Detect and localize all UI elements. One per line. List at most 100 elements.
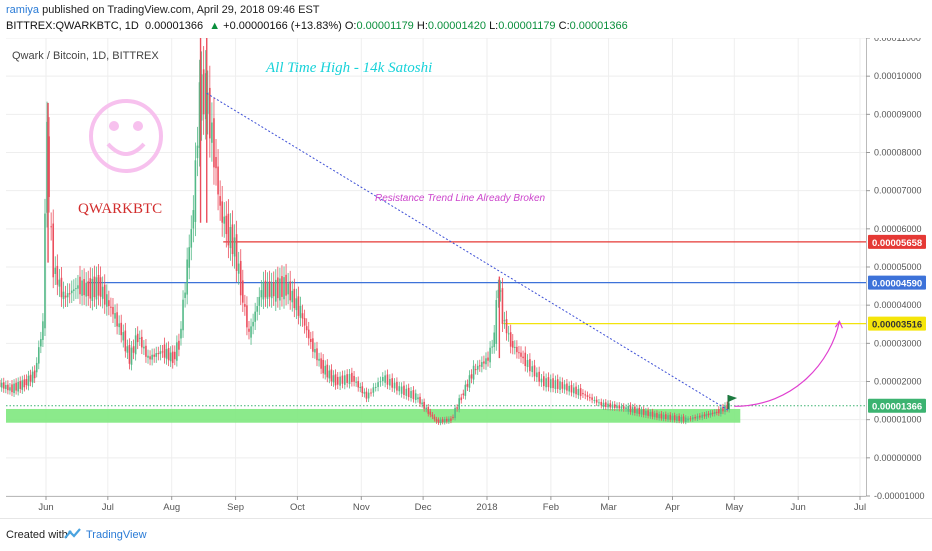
candle-body [612, 405, 614, 408]
x-tick-label: Jun [38, 502, 53, 513]
candle-body [564, 384, 566, 389]
candle-body [26, 379, 28, 385]
open-value: 0.00001179 [357, 20, 414, 32]
candle-body [320, 358, 322, 368]
candle-body [568, 386, 570, 392]
candle-body [329, 371, 331, 379]
candle-body [446, 419, 448, 422]
candle-body [22, 380, 24, 389]
candle-body [44, 214, 46, 329]
candle-body [155, 353, 157, 357]
y-tick-label: -0.00001000 [874, 491, 925, 501]
candle-body [475, 369, 477, 370]
candle-body [636, 408, 638, 413]
candle-body [603, 403, 605, 407]
candle-body [491, 347, 493, 348]
candle-body [79, 277, 81, 294]
candle-body [85, 283, 87, 297]
candle-body [661, 414, 663, 419]
candle-body [641, 410, 643, 415]
candle-body [318, 359, 320, 361]
tradingview-brand-link[interactable]: TradingView [86, 529, 147, 541]
x-tick-label: Mar [600, 502, 616, 513]
candle-body [316, 348, 318, 360]
x-tick-label: Feb [543, 502, 559, 513]
candle-body [275, 280, 277, 302]
candle-body [116, 312, 118, 326]
candle-body [605, 402, 607, 407]
candle-body [479, 365, 481, 366]
x-tick-label: Nov [353, 502, 370, 513]
candle-body [302, 313, 304, 318]
candle-body [398, 386, 400, 391]
candle-body [279, 278, 281, 300]
candle-body [627, 406, 629, 412]
candle-body [57, 266, 59, 285]
symbol-line: BITTREX:QWARKBTC, 1D 0.00001366 ▲ +0.000… [6, 20, 628, 32]
candle-body [349, 374, 351, 384]
candle-body [273, 282, 275, 296]
candle-body [312, 338, 314, 351]
candle-body [658, 414, 660, 418]
y-tick-label: 0.00010000 [874, 71, 922, 81]
candle-body [52, 224, 54, 278]
candle-body [87, 281, 89, 296]
candle-body [291, 291, 293, 302]
smiley-eye [133, 121, 143, 131]
candle-body [578, 389, 580, 395]
candle-body [19, 381, 21, 389]
candle-body [444, 419, 446, 422]
candle-body [373, 387, 375, 392]
candle-body [685, 418, 687, 423]
candle-body [158, 353, 160, 354]
candle-body [141, 337, 143, 348]
candle-body [182, 300, 184, 331]
publication-line: ramiya published on TradingView.com, Apr… [6, 4, 320, 16]
candle-body [102, 287, 104, 299]
ath-annotation: All Time High - 14k Satoshi [265, 60, 432, 76]
candle-body [415, 393, 417, 400]
candle-body [701, 415, 703, 418]
candle-body [174, 352, 176, 359]
candle-body [34, 371, 36, 379]
candle-body [614, 404, 616, 408]
candle-body [106, 294, 108, 306]
candle-body [3, 382, 5, 388]
tradingview-logo-icon [64, 528, 82, 540]
candle-body [250, 326, 252, 337]
candle-body [118, 323, 120, 327]
candle-body [454, 408, 456, 418]
candle-body [674, 415, 676, 420]
candle-body [710, 413, 712, 415]
candle-body [221, 201, 223, 222]
candle-body [359, 387, 361, 388]
candle-body [346, 374, 348, 383]
author-link[interactable]: ramiya [6, 4, 39, 16]
candle-body [83, 279, 85, 295]
candle-body [234, 237, 236, 256]
candle-body [584, 394, 586, 395]
candle-body [387, 374, 389, 384]
y-tick-label: 0.00007000 [874, 186, 922, 196]
candle-body [252, 322, 254, 326]
candle-body [442, 419, 444, 422]
candle-body [135, 335, 137, 354]
candle-body [193, 210, 195, 228]
candle-body [195, 160, 197, 222]
candle-body [73, 289, 75, 291]
y-tick-label: 0.00006000 [874, 224, 922, 234]
candle-body [203, 69, 205, 114]
candle-body [162, 351, 164, 352]
candle-body [342, 376, 344, 384]
candle-body [575, 387, 577, 395]
footer: Created with TradingView [0, 518, 932, 551]
candle-body [269, 281, 271, 297]
candle-body [621, 406, 623, 408]
candle-body [541, 379, 543, 383]
candle-body [190, 229, 192, 248]
candle-body [720, 407, 722, 413]
candle-body [324, 366, 326, 375]
candle-body [211, 123, 213, 143]
candle-body [65, 296, 67, 298]
